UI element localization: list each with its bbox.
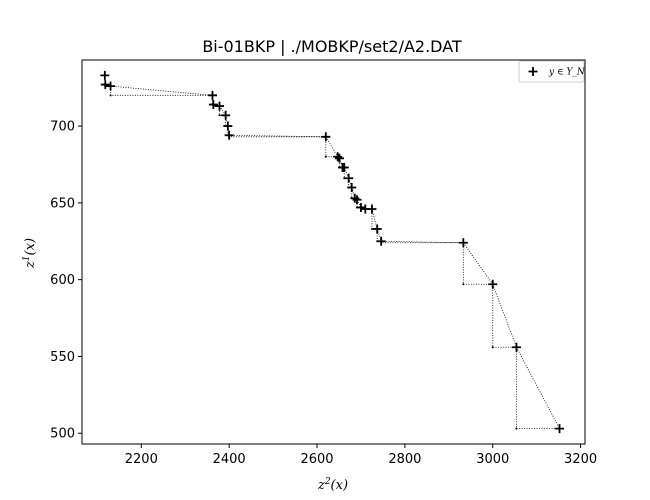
data-point — [372, 224, 382, 234]
x-tick-label: 3000 — [476, 452, 509, 467]
nadir-dot — [370, 227, 373, 230]
data-point — [208, 100, 218, 110]
data-point — [488, 279, 498, 289]
data-point — [347, 182, 357, 192]
x-tick-label: 2400 — [213, 452, 246, 467]
data-point — [221, 110, 231, 120]
data-point — [207, 90, 217, 100]
data-point — [106, 81, 116, 91]
legend-marker — [528, 67, 538, 76]
data-point — [333, 152, 343, 162]
data-point — [356, 202, 366, 212]
y-tick-label: 500 — [50, 427, 75, 442]
data-point — [215, 101, 225, 111]
data-point — [555, 424, 565, 434]
x-tick-label: 3200 — [564, 452, 597, 467]
y-tick-label: 550 — [50, 350, 75, 365]
data-point — [334, 153, 344, 163]
legend-label: y ∈ Y_N — [548, 68, 586, 78]
data-point — [458, 238, 468, 248]
y-tick-label: 650 — [50, 196, 75, 211]
data-point — [367, 204, 377, 214]
x-tick-label: 2200 — [125, 452, 158, 467]
nadir-dot — [462, 283, 465, 286]
data-point — [352, 195, 362, 205]
y-tick-label: 600 — [50, 273, 75, 288]
data-point — [100, 70, 110, 80]
legend: y ∈ Y_N — [518, 60, 586, 83]
chart-title: Bi-01BKP | ./MOBKP/set2/A2.DAT — [202, 37, 462, 56]
y-axis-label: z1(x) — [22, 238, 38, 269]
x-tick-label: 2800 — [388, 452, 421, 467]
x-tick-label: 2600 — [300, 452, 333, 467]
data-point — [100, 80, 110, 90]
nadir-dot — [491, 346, 494, 349]
x-axis-label: z2(x) — [317, 477, 348, 493]
legend-box — [518, 60, 585, 83]
y-tick-label: 700 — [50, 120, 75, 135]
nadir-dot — [324, 155, 327, 158]
plot-frame — [81, 59, 586, 445]
point-connector — [104, 75, 560, 429]
nadir-dot — [109, 94, 112, 97]
data-point — [224, 130, 234, 140]
data-point — [339, 163, 349, 173]
data-point — [511, 342, 521, 352]
data-point — [344, 173, 354, 183]
nadir-dot — [515, 427, 518, 430]
nadir-dot — [218, 114, 221, 117]
data-point — [321, 132, 331, 142]
plot-area: 2200 2400 2600 2800 3000 3200 500 550 600 650 700 — [50, 59, 597, 467]
data-point — [223, 121, 233, 131]
data-point — [376, 236, 386, 246]
